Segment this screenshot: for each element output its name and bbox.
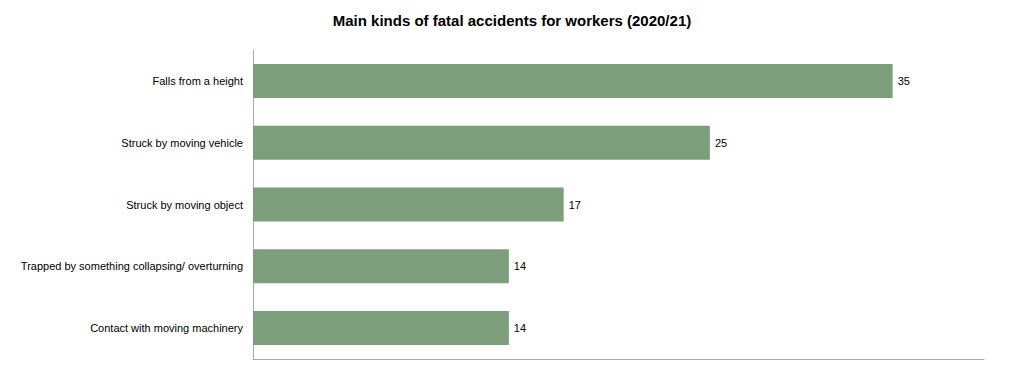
svg-text:14: 14 (514, 322, 526, 334)
svg-text:Struck by moving vehicle: Struck by moving vehicle (121, 137, 243, 149)
svg-text:Main kinds of fatal accidents: Main kinds of fatal accidents for worker… (333, 12, 691, 29)
svg-text:14: 14 (514, 260, 526, 272)
svg-text:Trapped by something collapsin: Trapped by something collapsing/ overtur… (21, 260, 243, 272)
svg-text:Struck by moving object: Struck by moving object (126, 199, 243, 211)
svg-text:Falls from a height: Falls from a height (153, 75, 243, 87)
svg-text:Contact with moving machinery: Contact with moving machinery (90, 322, 243, 334)
svg-text:17: 17 (569, 199, 581, 211)
svg-text:25: 25 (715, 137, 727, 149)
svg-text:35: 35 (898, 75, 910, 87)
